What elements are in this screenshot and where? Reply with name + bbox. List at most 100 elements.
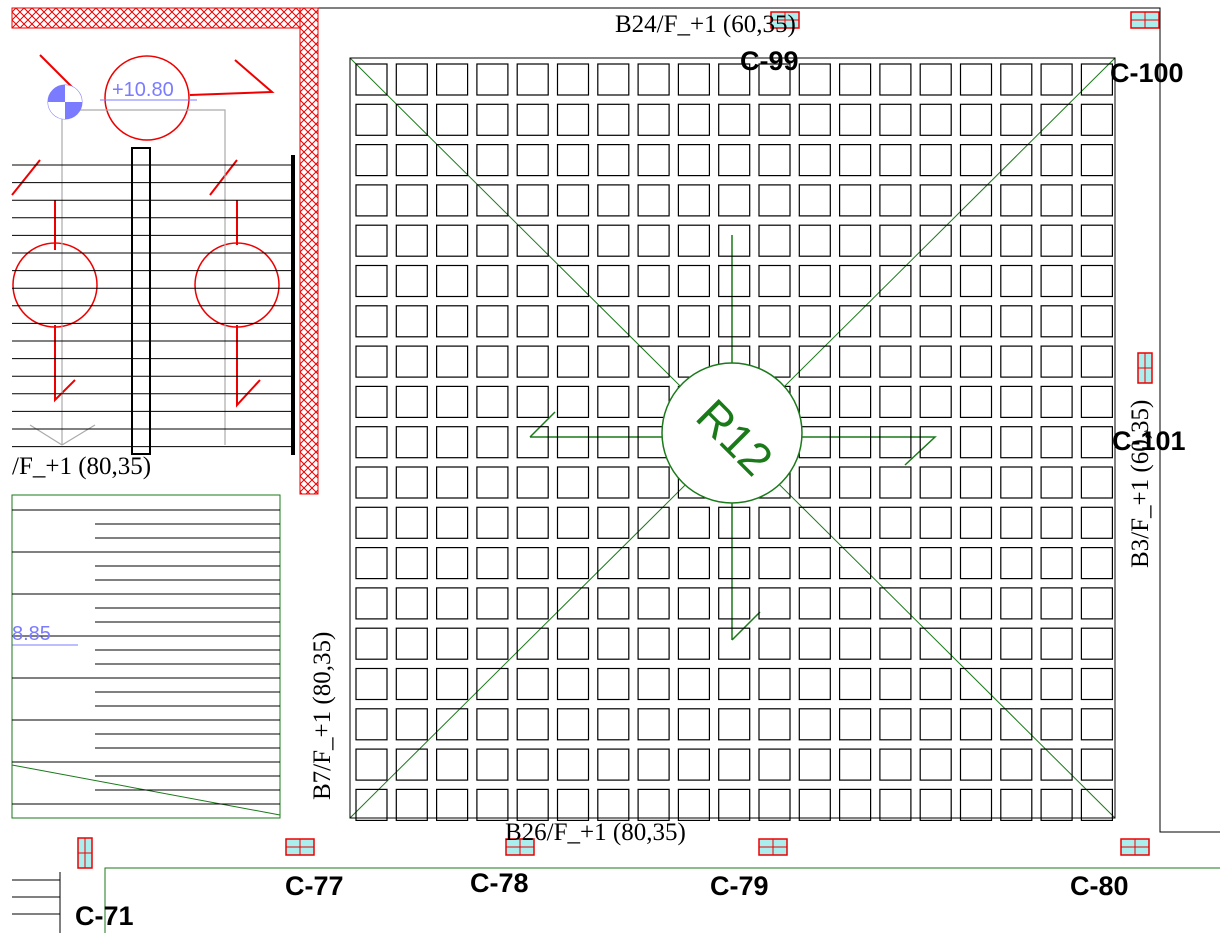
waffle-cell — [879, 264, 912, 298]
waffle-cell — [476, 506, 509, 539]
waffle-cell — [758, 305, 791, 338]
waffle-cell — [637, 546, 670, 580]
waffle-cell — [476, 264, 509, 298]
waffle-cell — [919, 305, 952, 338]
waffle-cell — [556, 144, 590, 177]
waffle-cell — [798, 264, 831, 298]
waffle-cell — [677, 788, 711, 822]
column-label: C-77 — [285, 871, 344, 901]
waffle-cell — [476, 466, 509, 499]
waffle-cell — [1040, 224, 1073, 257]
waffle-cell — [556, 63, 590, 96]
waffle-cell — [959, 506, 993, 539]
waffle-cell — [476, 788, 509, 822]
waffle-cell — [959, 184, 993, 217]
waffle-cell — [597, 466, 630, 499]
waffle-cell — [516, 426, 549, 459]
waffle-cell — [879, 385, 912, 418]
waffle-cell — [1000, 748, 1033, 781]
column-hatch — [78, 838, 92, 868]
waffle-cell — [597, 224, 630, 257]
waffle-cell — [355, 426, 388, 459]
column-hatch — [1131, 12, 1159, 28]
waffle-cell — [355, 587, 388, 620]
waffle-cell — [879, 426, 912, 459]
waffle-cell — [718, 546, 751, 580]
waffle-cell — [959, 264, 993, 298]
waffle-cell — [1080, 587, 1114, 620]
waffle-cell — [959, 627, 993, 660]
room-outline — [11, 494, 281, 819]
waffle-cell — [395, 224, 428, 257]
waffle-cell — [1080, 305, 1114, 338]
waffle-cell — [597, 506, 630, 539]
waffle-cell — [718, 708, 751, 741]
waffle-cell — [436, 144, 469, 177]
waffle-cell — [597, 627, 630, 660]
waffle-cell — [355, 466, 388, 499]
waffle-cell — [436, 788, 469, 822]
waffle-cell — [959, 345, 993, 378]
waffle-cell — [798, 305, 831, 338]
waffle-cell — [838, 264, 872, 298]
waffle-cell — [838, 224, 872, 257]
level-label: 8.85 — [12, 623, 51, 645]
waffle-cell — [838, 144, 872, 177]
waffle-cell — [476, 385, 509, 418]
waffle-cell — [395, 264, 428, 298]
waffle-cell — [919, 708, 952, 741]
waffle-cell — [516, 748, 549, 781]
waffle-cell — [1000, 144, 1033, 177]
column-hatch — [1121, 839, 1149, 855]
column-label: C-79 — [710, 871, 769, 901]
waffle-cell — [355, 103, 388, 136]
waffle-cell — [798, 103, 831, 136]
stair-arrows — [11, 54, 275, 408]
waffle-cell — [1040, 385, 1073, 418]
waffle-cell — [919, 264, 952, 298]
waffle-cell — [1040, 627, 1073, 660]
waffle-cell — [1080, 264, 1114, 298]
waffle-cell — [436, 385, 469, 418]
waffle-cell — [476, 103, 509, 136]
column-hatch — [771, 12, 799, 28]
waffle-cell — [1080, 385, 1114, 418]
waffle-cell — [436, 224, 469, 257]
waffle-cell — [919, 224, 952, 257]
waffle-cell — [1040, 667, 1073, 701]
waffle-cell — [395, 748, 428, 781]
stair-symbol — [194, 242, 280, 328]
waffle-cell — [758, 264, 791, 298]
waffle-cell — [1000, 224, 1033, 257]
waffle-cell — [919, 385, 952, 418]
beam-label: B24/F_+1 (60,35) — [615, 11, 796, 38]
wall — [11, 7, 319, 29]
waffle-cell — [919, 506, 952, 539]
waffle-cell — [395, 385, 428, 418]
waffle-cell — [556, 748, 590, 781]
waffle-cell — [1080, 788, 1114, 822]
waffle-cell — [355, 385, 388, 418]
waffle-cell — [919, 103, 952, 136]
waffle-cell — [879, 345, 912, 378]
waffle-cell — [838, 345, 872, 378]
waffle-cell — [758, 748, 791, 781]
waffle-cell — [476, 748, 509, 781]
drawing — [11, 7, 1220, 933]
waffle-cell — [395, 184, 428, 217]
waffle-cell — [355, 63, 388, 96]
waffle-cell — [718, 627, 751, 660]
waffle-cell — [798, 184, 831, 217]
waffle-cell — [516, 264, 549, 298]
waffle-cell — [556, 426, 590, 459]
waffle-cell — [476, 667, 509, 701]
waffle-cell — [1000, 184, 1033, 217]
waffle-cell — [919, 63, 952, 96]
column-label: C-78 — [470, 868, 529, 898]
waffle-cell — [718, 506, 751, 539]
level-marker — [48, 85, 82, 119]
waffle-cell — [838, 103, 872, 136]
waffle-cell — [919, 144, 952, 177]
wall — [299, 7, 319, 495]
waffle-cell — [919, 426, 952, 459]
